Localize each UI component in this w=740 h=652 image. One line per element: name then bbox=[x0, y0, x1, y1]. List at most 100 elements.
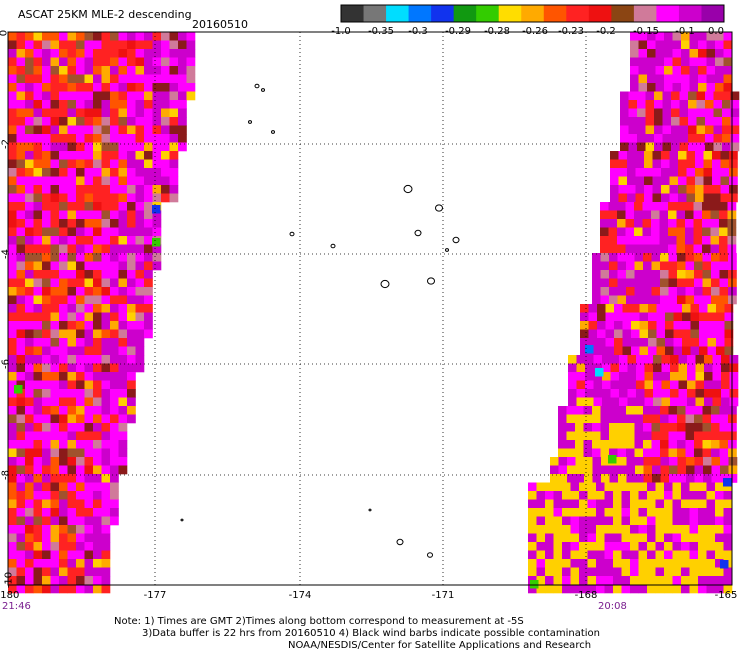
wind-cell bbox=[592, 253, 601, 262]
wind-cell bbox=[613, 584, 622, 594]
wind-cell bbox=[604, 576, 614, 585]
wind-cell bbox=[703, 474, 712, 483]
wind-cell bbox=[144, 321, 153, 330]
wind-cell bbox=[621, 584, 631, 594]
wind-cell bbox=[101, 117, 111, 126]
wind-cell bbox=[33, 142, 43, 152]
wind-cell bbox=[719, 295, 729, 305]
wind-cell bbox=[25, 185, 34, 194]
wind-cell bbox=[110, 363, 119, 373]
wind-cell bbox=[118, 66, 128, 75]
wind-cell bbox=[545, 533, 554, 543]
wind-cell bbox=[712, 159, 721, 169]
wind-cell bbox=[76, 168, 85, 177]
wind-cell bbox=[42, 363, 51, 373]
wind-cell bbox=[664, 40, 673, 50]
x-tick-label: -177 bbox=[143, 590, 167, 601]
wind-cell bbox=[630, 576, 639, 585]
wind-cell bbox=[59, 159, 68, 169]
wind-cell bbox=[688, 125, 697, 135]
wind-cell bbox=[634, 287, 644, 296]
wind-cell bbox=[618, 474, 627, 483]
wind-cell bbox=[545, 559, 554, 568]
wind-cell bbox=[719, 227, 728, 237]
wind-cell bbox=[110, 227, 119, 237]
wind-cell bbox=[33, 134, 43, 143]
wind-cell bbox=[713, 134, 723, 143]
wind-cell bbox=[25, 91, 34, 101]
wind-cell bbox=[655, 559, 665, 568]
wind-cell bbox=[16, 83, 26, 92]
wind-cell bbox=[668, 423, 678, 432]
wind-cell bbox=[720, 560, 729, 569]
wind-cell bbox=[127, 227, 136, 237]
wind-cell bbox=[93, 236, 102, 245]
wind-cell bbox=[67, 74, 77, 84]
wind-cell bbox=[621, 516, 631, 526]
wind-cell bbox=[33, 151, 43, 160]
wind-cell bbox=[59, 295, 68, 305]
wind-cell bbox=[721, 355, 730, 364]
wind-cell bbox=[562, 550, 571, 560]
wind-cell bbox=[67, 346, 77, 356]
wind-cell bbox=[613, 516, 622, 526]
wind-cell bbox=[76, 482, 85, 492]
wind-cell bbox=[719, 440, 729, 449]
wind-cell bbox=[596, 525, 605, 534]
wind-cell bbox=[690, 346, 700, 356]
wind-cell bbox=[654, 134, 663, 143]
wind-cell bbox=[639, 338, 649, 347]
wind-cell bbox=[634, 440, 644, 449]
wind-cell bbox=[93, 516, 102, 526]
colorbar bbox=[340, 4, 725, 23]
wind-cell bbox=[579, 576, 588, 585]
map-frame bbox=[7, 31, 733, 586]
wind-cell bbox=[110, 431, 119, 441]
wind-cell bbox=[627, 151, 636, 160]
wind-cell bbox=[25, 329, 34, 339]
wind-cell bbox=[617, 448, 627, 458]
wind-cell bbox=[617, 244, 626, 254]
wind-cell bbox=[678, 372, 688, 381]
wind-cell bbox=[76, 397, 85, 407]
wind-cell bbox=[687, 380, 696, 390]
wind-cell bbox=[669, 193, 679, 203]
wind-cell bbox=[677, 278, 686, 288]
time-left: 21:46 bbox=[2, 601, 31, 612]
wind-cell bbox=[59, 83, 68, 92]
wind-cell bbox=[694, 440, 703, 449]
wind-cell bbox=[33, 210, 43, 220]
wind-cell bbox=[668, 431, 678, 441]
wind-cell bbox=[715, 66, 724, 75]
wind-cell bbox=[118, 210, 128, 220]
wind-cell bbox=[671, 142, 680, 152]
wind-cell bbox=[600, 448, 610, 458]
wind-cell bbox=[118, 363, 128, 373]
wind-cell bbox=[662, 108, 672, 118]
wind-cell bbox=[84, 380, 94, 390]
wind-cell bbox=[135, 108, 145, 118]
wind-cell bbox=[716, 346, 725, 356]
wind-cell bbox=[59, 193, 68, 203]
wind-cell bbox=[33, 372, 43, 381]
wind-cell bbox=[110, 236, 119, 245]
wind-cell bbox=[617, 236, 626, 245]
wind-cell bbox=[42, 108, 51, 118]
wind-cell bbox=[679, 125, 689, 135]
wind-cell bbox=[665, 312, 674, 322]
wind-cell bbox=[617, 287, 627, 296]
wind-cell bbox=[668, 227, 677, 237]
wind-cell bbox=[671, 134, 680, 143]
wind-cell bbox=[628, 134, 638, 143]
wind-cell bbox=[686, 159, 696, 169]
wind-cell bbox=[711, 474, 721, 483]
wind-cell bbox=[587, 576, 597, 585]
wind-cell bbox=[25, 440, 34, 449]
wind-cell bbox=[101, 355, 111, 364]
wind-cell bbox=[93, 74, 102, 84]
wind-cell bbox=[678, 151, 687, 160]
wind-cell bbox=[698, 482, 707, 492]
wind-cell bbox=[16, 49, 26, 58]
wind-cell bbox=[144, 219, 153, 228]
wind-cell bbox=[127, 295, 136, 305]
